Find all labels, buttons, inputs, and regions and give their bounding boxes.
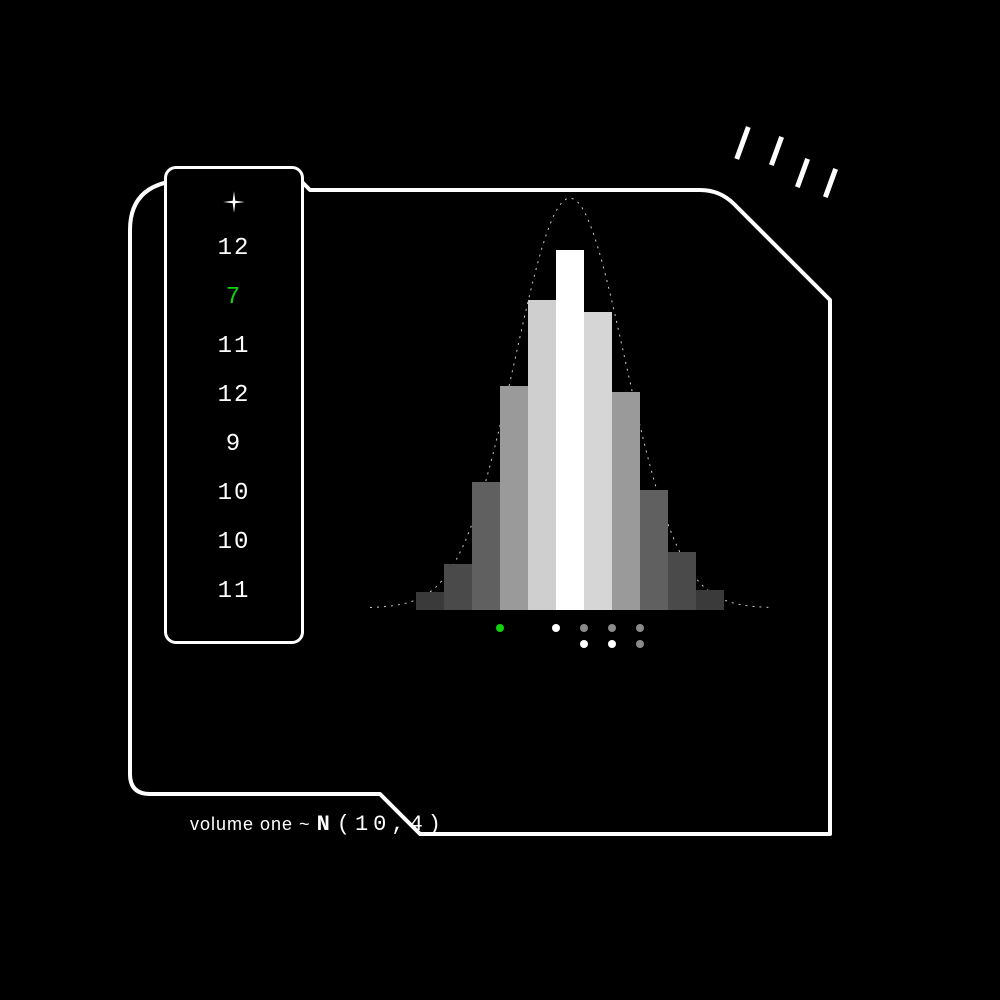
histogram-bar (416, 592, 444, 610)
dot-column (629, 624, 651, 648)
caption: volume one ~ N (10,4) (190, 812, 446, 837)
stage: 12 7 11 12 9 10 10 11 volume one ~ N (10,4) (0, 0, 1000, 1000)
indicator-dot (580, 640, 588, 648)
sample-value: 10 (218, 529, 251, 556)
sample-value: 10 (218, 480, 251, 507)
indicator-dot (608, 624, 616, 632)
caption-prefix: volume one ~ (190, 814, 311, 835)
dot-column (601, 624, 623, 648)
sample-value: 12 (218, 235, 251, 262)
tick-mark (769, 136, 784, 166)
sample-value: 11 (218, 333, 251, 360)
indicator-dot (636, 640, 644, 648)
progress-ticks (740, 126, 900, 206)
histogram-bar (444, 564, 472, 610)
dot-column (489, 624, 511, 632)
distribution-symbol: N (315, 812, 333, 837)
histogram-bar (556, 250, 584, 610)
sparkle-icon (221, 189, 247, 220)
histogram-bar (500, 386, 528, 610)
indicator-dot (636, 624, 644, 632)
indicator-dot (496, 624, 504, 632)
dot-column (517, 624, 539, 632)
sample-value: 9 (226, 431, 242, 458)
sample-list: 12 7 11 12 9 10 10 11 (167, 235, 301, 605)
tick-mark (823, 168, 838, 198)
dot-column (545, 624, 567, 632)
sample-value: 11 (218, 578, 251, 605)
dot-indicator (380, 624, 760, 648)
histogram-bar (584, 312, 612, 610)
histogram-bars (380, 210, 760, 610)
histogram-bar (612, 392, 640, 610)
indicator-dot (580, 624, 588, 632)
histogram-bar (696, 590, 724, 610)
dot-column (573, 624, 595, 648)
indicator-dot (608, 640, 616, 648)
histogram-chart (380, 200, 760, 640)
histogram-bar (640, 490, 668, 610)
tick-mark (795, 158, 810, 188)
histogram-bar (472, 482, 500, 610)
sample-value: 12 (218, 382, 251, 409)
histogram-bar (668, 552, 696, 610)
sample-list-panel: 12 7 11 12 9 10 10 11 (164, 166, 304, 644)
histogram-bar (528, 300, 556, 610)
sample-value: 7 (226, 284, 242, 311)
indicator-dot (552, 624, 560, 632)
caption-params: (10,4) (337, 812, 446, 837)
